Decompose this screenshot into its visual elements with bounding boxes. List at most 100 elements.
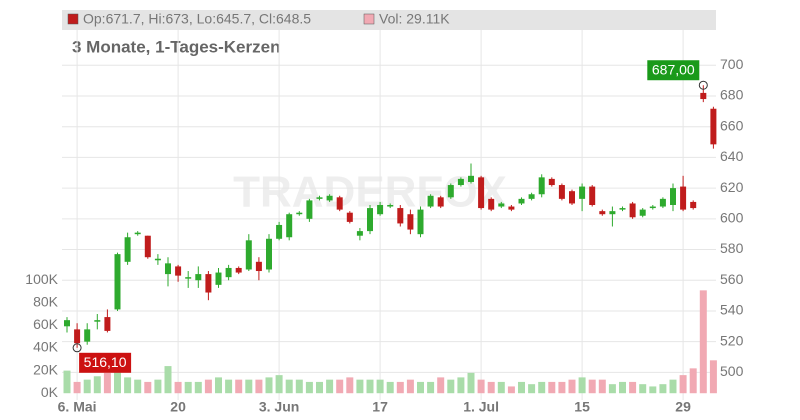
candle-body [690, 201, 697, 209]
y-tick-label: 660 [720, 117, 744, 133]
candle-body [266, 238, 272, 270]
volume-bar [124, 377, 132, 394]
y-tick-label: 500 [720, 363, 744, 379]
candle-body [710, 108, 717, 145]
candle-body [84, 329, 91, 342]
candle-body [589, 186, 596, 205]
x-tick-label: 20 [170, 399, 186, 415]
candle-body [255, 261, 262, 272]
volume-bar [305, 381, 313, 394]
volume-bar [497, 381, 505, 394]
candle-body [195, 274, 202, 281]
candle-body [336, 197, 343, 210]
volume-bar [518, 381, 525, 394]
candle-body [154, 258, 161, 261]
y-tick-label: 620 [720, 179, 744, 195]
y2-tick-label: 40K [33, 339, 59, 355]
header-bar [62, 10, 716, 30]
volume-bar [467, 372, 475, 394]
candle-body [205, 274, 212, 293]
volume-bar [689, 368, 697, 394]
candle-body [245, 240, 252, 270]
candle-body [104, 317, 111, 331]
y-tick-label: 680 [720, 87, 744, 103]
volume-bar [184, 381, 192, 394]
volume-bar [245, 379, 253, 394]
volume-bar [295, 379, 303, 394]
candle-body [185, 277, 192, 279]
volume-bar [336, 379, 344, 394]
candle-body [94, 320, 101, 322]
y2-tick-label: 80K [33, 293, 59, 309]
volume-bar [225, 379, 233, 394]
volume-bar [608, 384, 616, 394]
volume-bar [396, 381, 404, 394]
y-tick-label: 540 [720, 302, 744, 318]
candle-body [447, 185, 454, 198]
candle-body [619, 208, 626, 210]
candle-body [215, 272, 222, 285]
candle-body [478, 177, 485, 209]
volume-bar [427, 381, 435, 394]
volume-bar [215, 377, 222, 394]
candle-body [437, 197, 444, 207]
volume-bar [326, 379, 334, 394]
candle-body [518, 198, 525, 204]
candle-body [316, 197, 323, 199]
annotation-marker [698, 80, 708, 90]
volume-bar [598, 379, 606, 394]
volume-bar [255, 379, 263, 394]
candle-body [488, 198, 495, 210]
volume-bar [417, 381, 424, 394]
ohlc-text: Op:671.7, Hi:673, Lo:645.7, Cl:648.5 [83, 11, 311, 27]
candle-body [397, 208, 404, 224]
x-tick-label: 3. Jun [259, 399, 299, 415]
x-tick-label: 17 [372, 399, 388, 415]
volume-bar [447, 379, 455, 394]
volume-bar [538, 381, 546, 394]
volume-bar [265, 377, 273, 394]
y-tick-label: 600 [720, 210, 744, 226]
volume-bar [366, 379, 374, 394]
candle-body [558, 185, 565, 199]
volume-bar [699, 290, 707, 394]
candle-body [427, 195, 434, 207]
candle-body [235, 267, 242, 273]
volume-bar [114, 370, 121, 394]
volume-bar [73, 381, 81, 394]
volume-bar [437, 377, 445, 394]
volume-bar [619, 381, 626, 394]
annotation-box [647, 60, 700, 81]
y2-tick-label: 20K [33, 361, 59, 377]
ohlc-swatch [67, 13, 79, 25]
candle-body [609, 211, 616, 215]
candle-body [296, 212, 303, 215]
candle-body [569, 191, 575, 204]
volume-bar [154, 379, 162, 394]
candle-body [548, 178, 555, 186]
candle-body [680, 186, 687, 210]
volume-bar [528, 384, 536, 394]
volume-bar [103, 372, 111, 394]
volume-bar [93, 376, 101, 394]
y-tick-label: 700 [720, 56, 744, 72]
volume-bar [386, 381, 394, 394]
candle-body [114, 254, 121, 310]
volume-bar [174, 381, 182, 394]
volume-bar [659, 384, 667, 394]
candle-body [356, 231, 363, 236]
candle-body [629, 203, 636, 218]
volume-bar [639, 384, 647, 394]
volume-bar [669, 379, 677, 394]
y-tick-label: 560 [720, 271, 744, 287]
volume-swatch [363, 13, 375, 25]
volume-bar [275, 375, 283, 394]
candle-body [346, 212, 353, 222]
volume-bar [204, 379, 212, 394]
candle-body [367, 208, 373, 232]
y-tick-label: 580 [720, 240, 744, 256]
volume-bar [346, 377, 354, 394]
y2-tick-label: 60K [33, 316, 59, 332]
candle-body [659, 198, 666, 207]
